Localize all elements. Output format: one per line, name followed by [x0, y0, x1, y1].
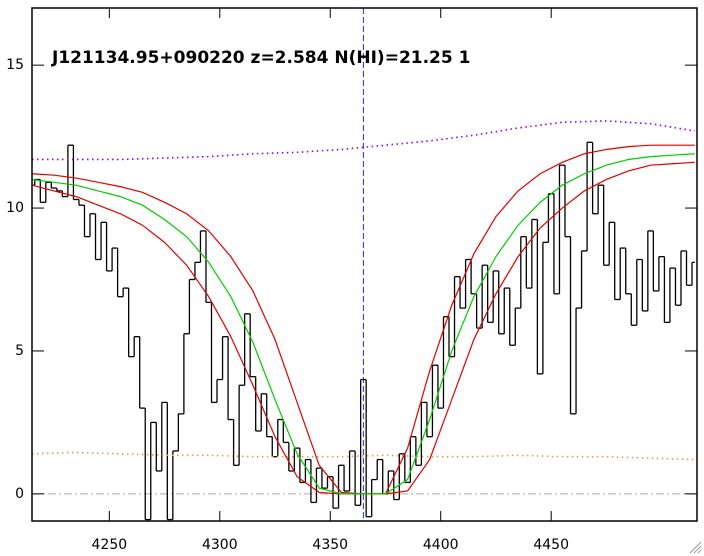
resize-grip	[689, 541, 702, 554]
x-tick-label: 4250	[92, 537, 128, 553]
chart-title: J121134.95+090220 z=2.584 N(HI)=21.25 1	[51, 48, 470, 68]
x-tick-label: 4350	[312, 537, 348, 553]
x-tick-label: 4300	[202, 537, 238, 553]
dotted-curve	[32, 120, 695, 161]
x-tick-label: 4450	[533, 537, 569, 553]
y-tick-label: 5	[15, 343, 24, 359]
dotted-curve	[32, 451, 695, 461]
model-curve	[32, 153, 695, 495]
plot-area	[32, 8, 697, 521]
plot-frame	[31, 7, 698, 522]
y-tick-label: 10	[6, 200, 24, 216]
y-tick-label: 15	[6, 57, 24, 73]
y-tick-label: 0	[15, 486, 24, 502]
x-tick-label: 4400	[423, 537, 459, 553]
